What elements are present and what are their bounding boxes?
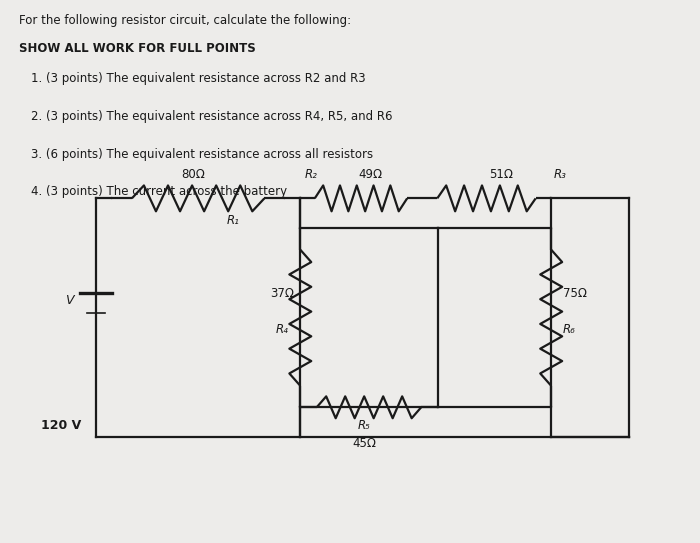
Text: R₄: R₄ [276,323,288,336]
Text: 1. (3 points) The equivalent resistance across R2 and R3: 1. (3 points) The equivalent resistance … [32,72,366,85]
Text: R₂: R₂ [305,168,318,181]
Text: For the following resistor circuit, calculate the following:: For the following resistor circuit, calc… [20,14,351,27]
Text: 3. (6 points) The equivalent resistance across all resistors: 3. (6 points) The equivalent resistance … [32,148,373,161]
Text: V: V [65,294,74,307]
Text: 37Ω: 37Ω [270,287,294,300]
Text: 120 V: 120 V [41,419,81,432]
Text: 49Ω: 49Ω [359,168,383,181]
Text: 4. (3 points) The current across the battery: 4. (3 points) The current across the bat… [32,186,288,198]
Text: SHOW ALL WORK FOR FULL POINTS: SHOW ALL WORK FOR FULL POINTS [20,42,256,55]
Text: 80Ω: 80Ω [181,168,205,181]
Text: R₆: R₆ [564,323,576,336]
Text: R₁: R₁ [227,214,239,228]
Text: 45Ω: 45Ω [352,437,376,450]
Text: 75Ω: 75Ω [564,287,587,300]
Text: 51Ω: 51Ω [489,168,513,181]
Text: 2. (3 points) The equivalent resistance across R4, R5, and R6: 2. (3 points) The equivalent resistance … [32,110,393,123]
Text: R₅: R₅ [358,419,370,432]
Text: R₃: R₃ [553,168,566,181]
